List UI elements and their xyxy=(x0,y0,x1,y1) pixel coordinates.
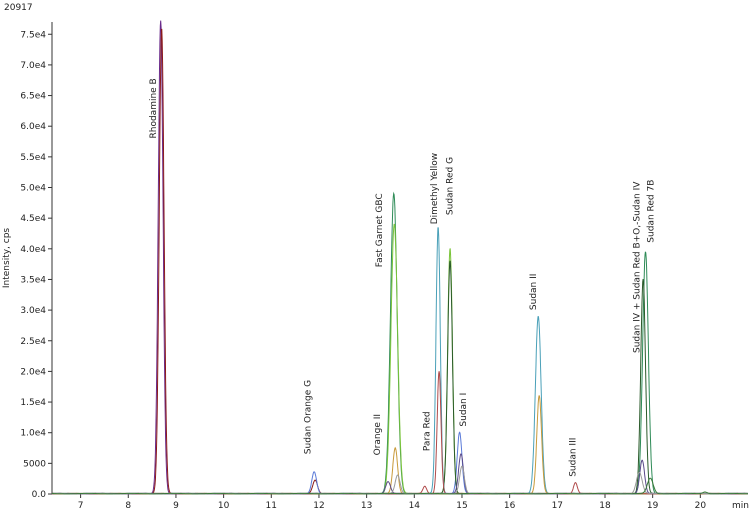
x-tick-label: 9 xyxy=(173,501,179,511)
y-tick-label: 7.5e4 xyxy=(20,30,46,40)
y-tick-label: 1.0e4 xyxy=(20,429,46,439)
y-tick-label: 4.0e4 xyxy=(20,245,46,255)
x-tick-label: 20 xyxy=(695,501,707,511)
x-tick-label: 11 xyxy=(266,501,277,511)
peak-label: Dimethyl Yellow xyxy=(430,153,440,224)
x-tick-label: 12 xyxy=(313,501,324,511)
x-tick-label: 16 xyxy=(504,501,516,511)
peak-label: Sudan Orange G xyxy=(303,380,313,454)
x-tick-label: 7 xyxy=(78,501,84,511)
y-tick-label: 4.5e4 xyxy=(20,214,46,224)
x-tick-label: 17 xyxy=(552,501,563,511)
series-layer xyxy=(51,20,748,495)
y-tick-label: 5.5e4 xyxy=(20,153,46,163)
peak-label: Fast Garnet GBC xyxy=(375,193,385,267)
y-tick-label: 2.0e4 xyxy=(20,367,46,377)
peak-label: Sudan II xyxy=(529,274,539,311)
y-tick-label: 6.5e4 xyxy=(20,92,46,102)
annotation-layer: Rhodamine B Sudan Orange G Orange II Fast G… xyxy=(149,78,657,477)
peak-label: Sudan III xyxy=(568,438,578,477)
peak-label: Rhodamine B xyxy=(149,78,159,138)
y-axis-title: Intensity, cps xyxy=(2,228,12,289)
y-tick-label: 7.0e4 xyxy=(20,61,46,71)
corner-id: 20917 xyxy=(4,3,33,13)
x-tick-label: 13 xyxy=(361,501,372,511)
series-line-12 xyxy=(52,477,748,495)
y-tick-label: 1.5e4 xyxy=(20,398,46,408)
y-tick-label: 3.5e4 xyxy=(20,275,46,285)
peak-label: Sudan Red 7B xyxy=(647,180,657,243)
y-tick-label: 3.0e4 xyxy=(20,306,46,316)
x-axis-title: min xyxy=(732,501,749,511)
peak-label: Sudan Red G xyxy=(445,157,455,215)
x-tick-label: 19 xyxy=(647,501,659,511)
y-tick-label: 5000 xyxy=(23,459,46,469)
peak-label: Para Red xyxy=(423,411,433,451)
y-tick-label: 5.0e4 xyxy=(20,184,46,194)
x-tick-label: 18 xyxy=(599,501,611,511)
peak-label: Sudan I xyxy=(459,393,469,427)
peak-label: Sudan IV + Sudan Red B+O,-Sudan IV xyxy=(632,181,642,353)
axes: 0.0 5000 1.0e4 1.5e4 2.0e4 2.5e4 3.0e4 3.5e4 4.0… xyxy=(20,22,748,511)
y-tick-label: 0.0 xyxy=(32,490,47,500)
y-tick-label: 2.5e4 xyxy=(20,337,46,347)
y-tick-label: 6.0e4 xyxy=(20,122,46,132)
x-tick-label: 10 xyxy=(218,501,230,511)
peak-label: Orange II xyxy=(373,414,383,455)
x-tick-label: 14 xyxy=(409,501,421,511)
x-tick-label: 15 xyxy=(456,501,467,511)
x-tick-label: 8 xyxy=(125,501,131,511)
